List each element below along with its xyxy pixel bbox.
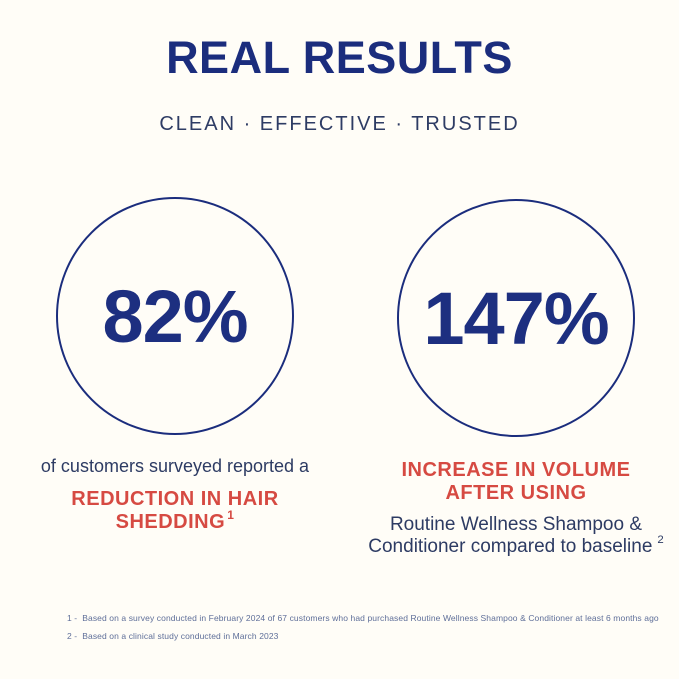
footnote-1-text: Based on a survey conducted in February …: [82, 613, 659, 623]
highlight-line-2: AFTER USING: [445, 482, 587, 504]
footnote-2-text: Based on a clinical study conducted in M…: [82, 630, 279, 641]
highlight-line-1: INCREASE IN VOLUME: [401, 459, 631, 481]
stat-detail-right: Routine Wellness Shampoo & Conditioner co…: [366, 514, 666, 558]
footnote-ref-2: 2: [657, 533, 664, 546]
detail-line-2: Conditioner compared to baseline: [368, 535, 653, 557]
page-title: REAL RESULTS: [166, 32, 513, 83]
footnote-1: 1 - Based on a survey conducted in Februa…: [67, 610, 659, 628]
stat-circle-right: 147%: [397, 199, 635, 437]
tagline: CLEAN · EFFECTIVE · TRUSTED: [159, 113, 520, 135]
stat-circle-left: 82%: [56, 197, 294, 435]
highlight-line-2: SHEDDING: [115, 510, 226, 533]
footnote-2: 2 - Based on a clinical study conducted i…: [67, 628, 659, 646]
highlight-line-1: REDUCTION IN HAIR: [71, 487, 279, 510]
detail-line-1: Routine Wellness Shampoo &: [389, 514, 643, 535]
stat-value-right: 147%: [423, 276, 609, 360]
stat-highlight-right: INCREASE IN VOLUME AFTER USING: [366, 459, 666, 505]
stat-lead-left: of customers surveyed reported a: [40, 456, 310, 476]
footnotes: 1 - Based on a survey conducted in Februa…: [67, 610, 659, 645]
stat-hair-shedding: 82% of customers surveyed reported a RED…: [25, 197, 325, 534]
footnote-ref-1: 1: [227, 507, 235, 522]
stat-value-left: 82%: [102, 274, 248, 358]
footnote-1-label: 1 -: [67, 613, 78, 623]
footnote-2-label: 2 -: [67, 630, 78, 641]
stat-volume-increase: 147% INCREASE IN VOLUME AFTER USING Routi…: [366, 199, 666, 558]
stat-highlight-left: REDUCTION IN HAIR SHEDDING 1: [25, 488, 325, 534]
